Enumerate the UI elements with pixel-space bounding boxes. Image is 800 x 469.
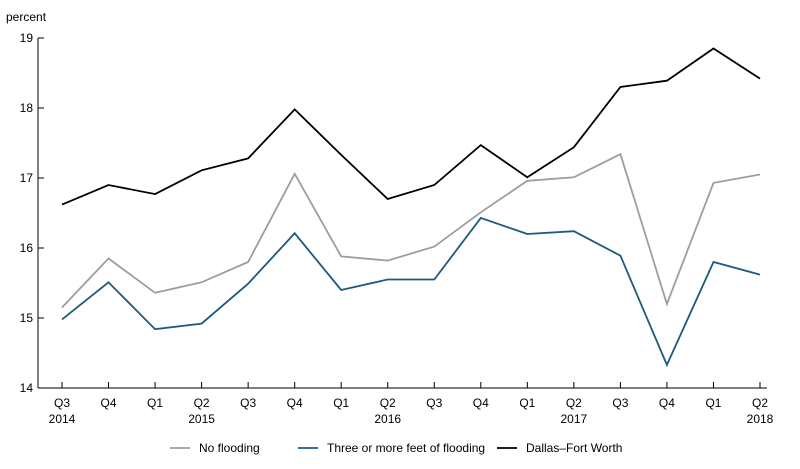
- x-tick-label: Q3: [54, 396, 70, 410]
- x-tick-label: Q2: [380, 396, 396, 410]
- y-tick-label: 19: [20, 31, 34, 45]
- x-tick-label: Q3: [426, 396, 442, 410]
- y-tick-label: 18: [20, 101, 34, 115]
- legend-label: Three or more feet of flooding: [327, 441, 485, 455]
- x-tick-label: Q3: [240, 396, 256, 410]
- x-tick-label: Q2: [194, 396, 210, 410]
- y-axis-title: percent: [6, 10, 47, 24]
- series-line-1: [61, 216, 761, 368]
- x-tick-label: Q1: [705, 396, 721, 410]
- legend-label: No flooding: [199, 441, 260, 455]
- series-layer: [61, 47, 761, 368]
- series-line-0: [61, 152, 761, 309]
- x-tick-label: Q4: [287, 396, 303, 410]
- legend: No flooding Three or more feet of floodin…: [170, 441, 622, 455]
- series-line-2: [61, 47, 761, 206]
- y-tick-label: 16: [20, 241, 34, 255]
- x-tick-label: Q1: [519, 396, 535, 410]
- x-tick-label: Q1: [333, 396, 349, 410]
- legend-label: Dallas–Fort Worth: [526, 441, 622, 455]
- x-year-label: 2017: [561, 412, 588, 426]
- x-tick-label: Q2: [752, 396, 768, 410]
- x-year-label: 2018: [747, 412, 774, 426]
- y-tick-label: 15: [20, 311, 34, 325]
- y-tick-label: 14: [20, 381, 34, 395]
- x-tick-label: Q1: [147, 396, 163, 410]
- x-tick-label: Q4: [659, 396, 675, 410]
- x-year-label: 2016: [374, 412, 401, 426]
- axes: 14 15 16 17 18 19 percent Q3 Q4 Q1 Q2 Q3 Q4 Q1 Q2 Q3 Q4 Q…: [6, 10, 774, 426]
- x-tick-label: Q4: [473, 396, 489, 410]
- x-tick-label: Q2: [566, 396, 582, 410]
- y-tick-label: 17: [20, 171, 34, 185]
- x-year-label: 2014: [49, 412, 76, 426]
- x-tick-label: Q3: [612, 396, 628, 410]
- x-year-label: 2015: [188, 412, 215, 426]
- x-tick-label: Q4: [101, 396, 117, 410]
